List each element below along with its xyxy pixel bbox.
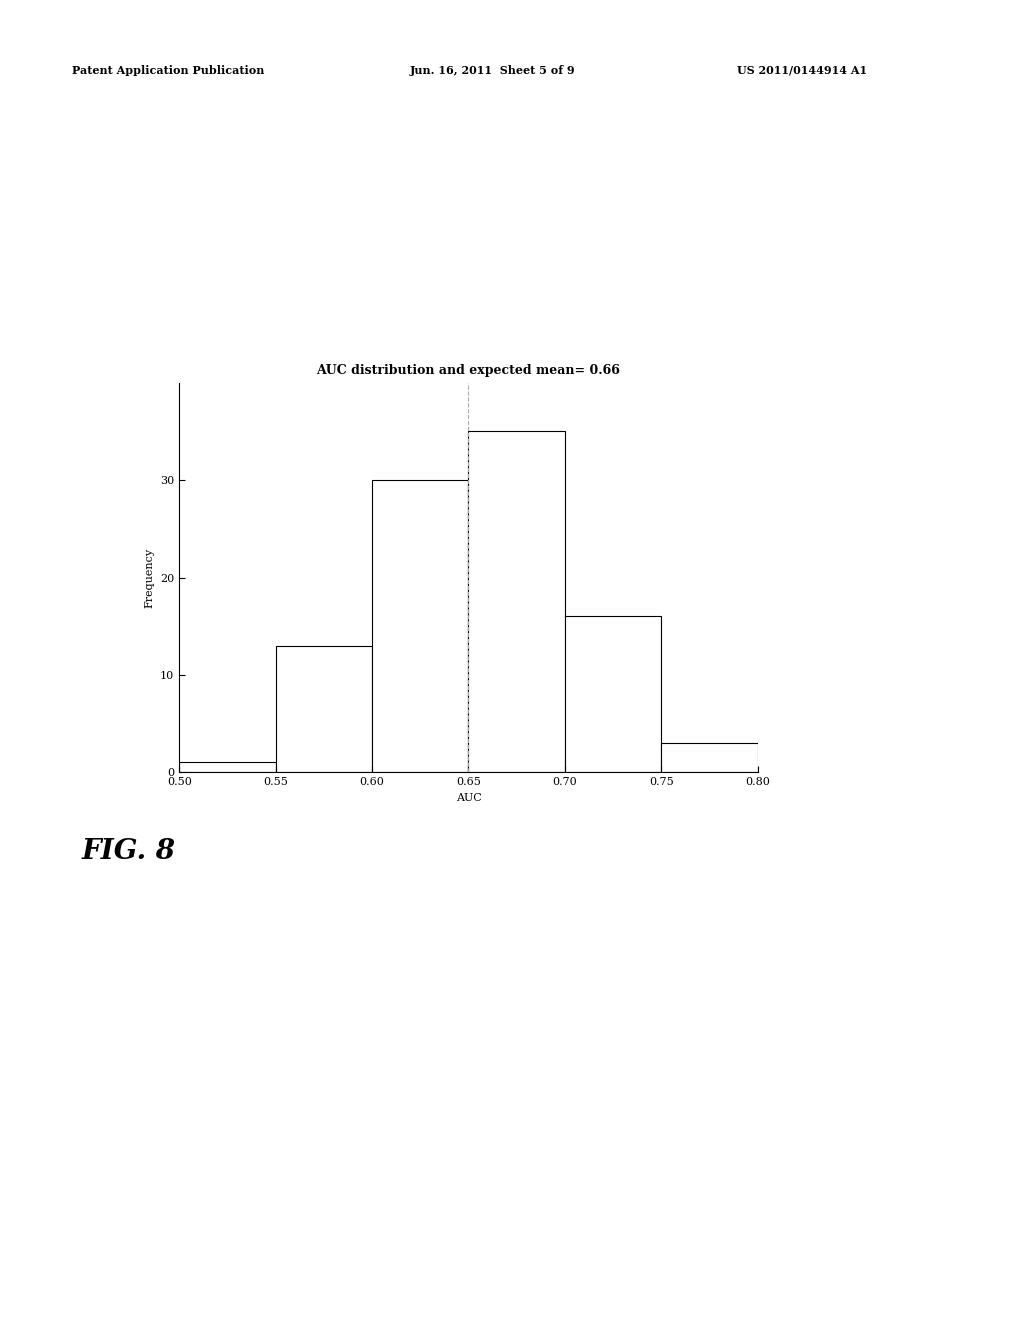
Text: US 2011/0144914 A1: US 2011/0144914 A1	[737, 65, 867, 75]
Text: Patent Application Publication: Patent Application Publication	[72, 65, 264, 75]
Y-axis label: Frequency: Frequency	[144, 548, 155, 607]
Bar	[469, 432, 565, 772]
Text: FIG. 8: FIG. 8	[82, 838, 176, 865]
Bar	[275, 645, 372, 772]
Bar	[179, 763, 275, 772]
Bar	[565, 616, 662, 772]
Text: Jun. 16, 2011  Sheet 5 of 9: Jun. 16, 2011 Sheet 5 of 9	[410, 65, 575, 75]
Title: AUC distribution and expected mean= 0.66: AUC distribution and expected mean= 0.66	[316, 364, 621, 378]
Bar	[372, 480, 469, 772]
X-axis label: AUC: AUC	[456, 792, 481, 803]
Bar	[662, 743, 758, 772]
